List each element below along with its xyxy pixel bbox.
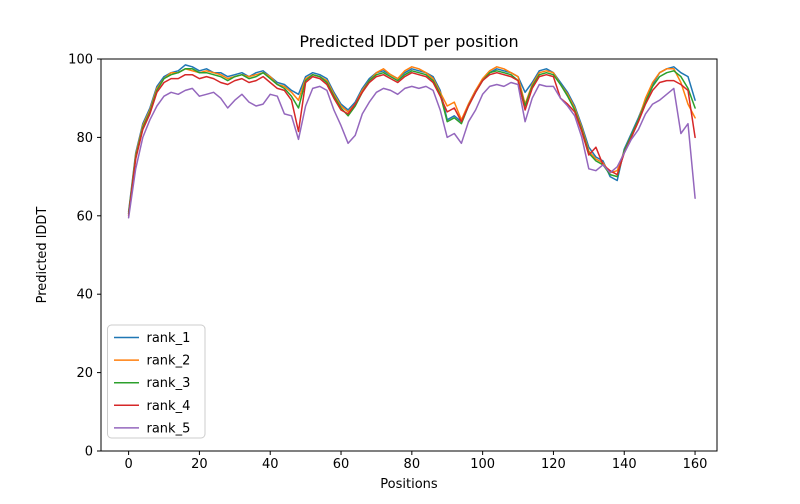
x-tick-label: 0	[124, 457, 132, 472]
y-tick-label: 20	[76, 366, 93, 381]
x-tick-label: 100	[470, 457, 495, 472]
legend-box	[107, 324, 206, 439]
chart-title: Predicted lDDT per position	[299, 32, 518, 51]
y-tick-label: 40	[76, 288, 93, 303]
legend-label: rank_5	[147, 421, 191, 436]
x-tick-label: 20	[191, 457, 208, 472]
legend-label: rank_1	[147, 331, 191, 346]
x-tick-label: 80	[404, 457, 421, 472]
x-tick-label: 120	[541, 457, 566, 472]
y-tick-label: 0	[85, 445, 93, 460]
series-line-rank_3	[127, 68, 696, 215]
series-line-rank_4	[127, 71, 696, 217]
legend-label: rank_4	[147, 399, 191, 414]
x-axis-label: Positions	[380, 477, 438, 492]
legend-item-rank_2: rank_2	[114, 354, 190, 369]
series-line-rank_2	[127, 66, 696, 215]
x-tick-label: 60	[333, 457, 350, 472]
plot-spines	[100, 58, 718, 452]
legend-item-rank_3: rank_3	[114, 376, 190, 391]
legend-label: rank_2	[147, 354, 191, 369]
y-tick-label: 80	[76, 131, 93, 146]
x-tick-label: 160	[683, 457, 708, 472]
y-tick-label: 60	[76, 209, 93, 224]
legend-item-rank_1: rank_1	[114, 331, 190, 346]
x-tick-label: 40	[262, 457, 279, 472]
x-tick-label: 140	[612, 457, 637, 472]
legend-label: rank_3	[147, 376, 191, 391]
legend-item-rank_4: rank_4	[114, 399, 190, 414]
legend: rank_1 rank_2 rank_3 rank_4 rank_5	[107, 324, 206, 439]
y-tick-label: 100	[68, 53, 93, 68]
y-axis-label: Predicted lDDT	[35, 207, 50, 304]
legend-item-rank_5: rank_5	[114, 421, 190, 436]
series-line-rank_5	[127, 81, 696, 219]
